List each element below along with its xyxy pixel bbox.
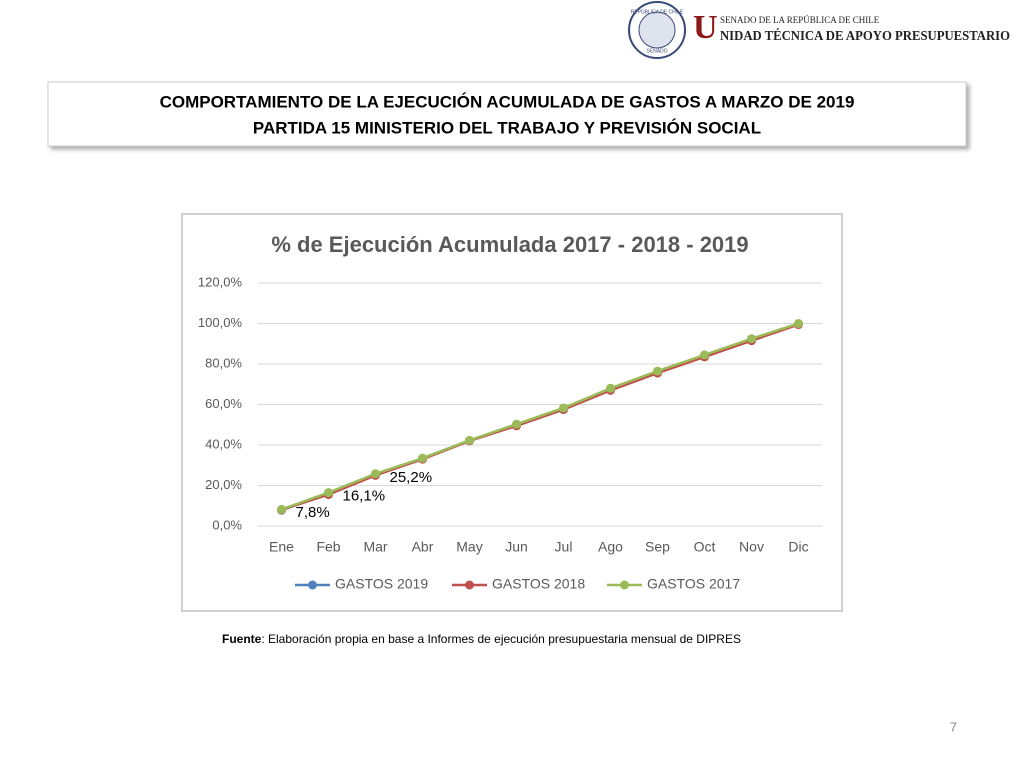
marker (653, 366, 662, 376)
logo: REPÚBLICA DE CHILE SENADO U SENADO DE LA… (628, 1, 1010, 59)
marker (606, 383, 615, 393)
marker (418, 453, 427, 463)
seal-text: REPÚBLICA DE CHILE (631, 8, 684, 15)
logo-line1: SENADO DE LA REPÚBLICA DE CHILE (720, 15, 880, 25)
x-tick-label: Nov (739, 539, 764, 555)
series-line (281, 323, 799, 511)
marker (277, 504, 286, 514)
x-tick-label: Ago (598, 539, 623, 555)
marker (512, 419, 521, 429)
legend-marker (620, 580, 629, 590)
x-tick-label: Sep (645, 539, 670, 555)
legend-marker (308, 580, 317, 590)
chart-frame (181, 213, 843, 612)
page-number: 7 (950, 719, 957, 734)
marker (371, 469, 380, 479)
data-label: 7,8% (296, 504, 330, 521)
plot: 0,0% 20,0% 40,0% 60,0% 80,0% 100,0% 120,0% Ene F… (198, 274, 822, 592)
x-tick-label: Abr (412, 539, 434, 555)
seal-text: SENADO (646, 48, 667, 54)
slide-title: PARTIDA 15 MINISTERIO DEL TRABAJO Y PREV… (253, 118, 761, 137)
x-tick-label: Jun (505, 539, 528, 555)
y-tick-label: 120,0% (198, 274, 243, 289)
data-label: 25,2% (390, 469, 433, 486)
logo-initial: U (693, 9, 718, 46)
y-tick-label: 100,0% (198, 315, 243, 330)
x-tick-label: Dic (788, 539, 808, 555)
marker (465, 435, 474, 445)
marker (700, 350, 709, 360)
legend-label: GASTOS 2019 (335, 576, 428, 592)
legend-label: GASTOS 2018 (492, 576, 585, 592)
y-tick-label: 0,0% (212, 517, 242, 532)
seal-inner (638, 11, 676, 49)
data-label: 16,1% (343, 487, 386, 504)
logo-line2: NIDAD TÉCNICA DE APOYO PRESUPUESTARIO (720, 27, 1010, 44)
legend-label: GASTOS 2017 (647, 576, 740, 592)
source-text: : Elaboración propia en base a Informes … (261, 632, 741, 646)
marker (794, 319, 803, 328)
x-tick-label: Mar (363, 539, 387, 555)
x-tick-label: Ene (269, 539, 294, 555)
x-tick-label: Jul (555, 539, 573, 555)
source: Fuente: Elaboración propia en base a Inf… (222, 632, 741, 646)
series-line (281, 322, 799, 511)
slide-title: COMPORTAMIENTO DE LA EJECUCIÓN ACUMULADA… (160, 92, 855, 111)
marker (559, 403, 568, 413)
y-tick-label: 80,0% (205, 355, 242, 370)
y-tick-label: 40,0% (205, 436, 242, 451)
marker (747, 334, 756, 344)
marker (324, 488, 333, 498)
chart-title: % de Ejecución Acumulada 2017 - 2018 - 2… (271, 232, 748, 257)
y-tick-label: 60,0% (205, 396, 242, 411)
x-tick-label: Oct (694, 539, 716, 555)
title-box (47, 81, 967, 147)
x-tick-label: Feb (316, 539, 340, 555)
legend-marker (465, 580, 474, 590)
x-tick-label: May (456, 539, 482, 555)
y-tick-label: 20,0% (205, 477, 242, 492)
source-label: Fuente (222, 632, 262, 646)
